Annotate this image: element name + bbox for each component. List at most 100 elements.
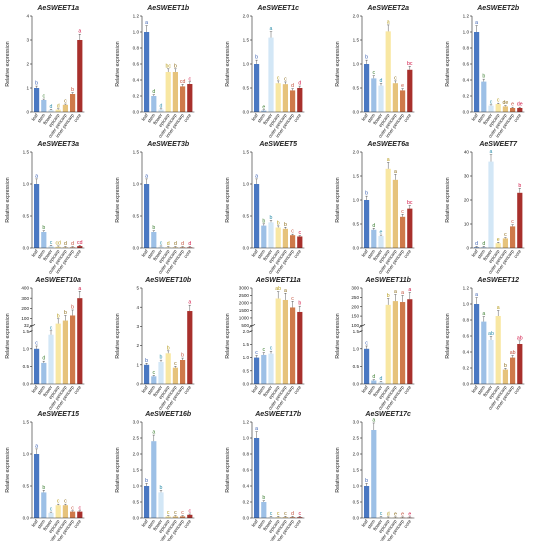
category-label: core: [183, 384, 192, 395]
significance-letter: d: [380, 376, 383, 382]
y-tick-label: 32: [24, 323, 30, 328]
bar-stem: [371, 430, 377, 518]
category-label: leaf: [251, 248, 260, 258]
y-tick-label: 3000: [239, 286, 250, 291]
y-axis-title: Relative expression: [115, 447, 121, 492]
bar-leaf: [254, 184, 260, 248]
significance-letter: c: [35, 340, 38, 346]
significance-letter: e: [380, 230, 383, 236]
category-label: flower: [152, 248, 163, 261]
significance-letter: c: [160, 240, 163, 246]
bar-flower: [378, 236, 384, 248]
bar-epicarp: [495, 316, 501, 384]
bar-outer-pericarp: [62, 320, 68, 384]
significance-letter: a: [255, 426, 258, 432]
y-tick-label: 3: [26, 38, 29, 43]
y-tick-label: 0.6: [133, 62, 140, 67]
bar-stem: [151, 441, 157, 518]
category-label: flower: [152, 518, 163, 531]
significance-letter: b: [42, 485, 45, 491]
panel-title: AeSWEET1b: [146, 5, 190, 12]
panel-aesweet16b: AeSWEET16b Relative expression b leaf a stem b…: [115, 411, 195, 541]
significance-letter: e: [408, 511, 411, 517]
bar-outer-pericarp: [282, 299, 288, 384]
significance-letter: ab: [510, 350, 516, 356]
bar-core: [297, 517, 303, 518]
bar-core: [407, 299, 413, 384]
y-tick-label: 3: [136, 324, 139, 329]
category-label: stem: [36, 519, 46, 530]
bar-leaf: [364, 348, 370, 384]
y-tick-label: 10: [464, 222, 470, 227]
y-tick-label: 40: [464, 150, 470, 155]
y-tick-label: 0.8: [133, 46, 140, 51]
bar-flower: [48, 246, 54, 248]
y-tick-label: 0.4: [243, 484, 250, 489]
bar-epicarp: [55, 505, 61, 518]
significance-letter: a: [152, 430, 155, 436]
panel-title: AeSWEET11b: [365, 277, 412, 284]
significance-letter: d: [188, 241, 191, 247]
significance-letter: c: [50, 507, 53, 513]
panel-aesweet2a: AeSWEET2a Relative expression b leaf c stem d f…: [335, 5, 415, 139]
y-axis-title: Relative expression: [335, 313, 341, 358]
category-label: core: [403, 384, 412, 395]
y-tick-label: 0.0: [243, 110, 250, 115]
y-tick-label: 0.0: [23, 382, 30, 387]
bar-flower: [488, 161, 494, 248]
significance-letter: c: [167, 510, 170, 516]
significance-letter: c: [511, 219, 514, 225]
bar-outer-pericarp: [392, 301, 398, 384]
bar-leaf: [144, 486, 150, 518]
significance-letter: c: [270, 346, 273, 352]
y-tick-label: 300: [21, 296, 29, 301]
bar-flower: [158, 246, 164, 248]
y-tick-label: 0.0: [353, 246, 360, 251]
panel-title: AeSWEET2a: [366, 5, 409, 12]
panel-aesweet10a: AeSWEET10a Relative expression c leaf d stem c…: [5, 277, 85, 411]
bar-flower: [48, 512, 54, 518]
significance-letter: d: [372, 374, 375, 380]
significance-letter: c: [401, 209, 404, 215]
y-tick-label: 0.2: [463, 366, 470, 371]
category-label: leaf: [141, 112, 150, 122]
significance-letter: a: [78, 286, 81, 292]
category-label: flower: [372, 384, 383, 397]
bar-stem: [41, 362, 47, 384]
y-tick-label: 1.5: [23, 420, 30, 425]
panel-aesweet11a: AeSWEET11a Relative expression c leaf c stem c…: [225, 277, 305, 411]
panel-title: AeSWEET6a: [366, 141, 409, 148]
bar-inner-pericarp: [70, 315, 76, 384]
significance-letter: c: [189, 509, 192, 515]
y-tick-label: 0.2: [243, 500, 250, 505]
category-label: stem: [366, 519, 376, 530]
y-tick-label: 0.5: [133, 500, 140, 505]
y-tick-label: 1.0: [243, 182, 250, 187]
y-tick-label: 1.0: [463, 30, 470, 35]
bar-epicarp: [385, 304, 391, 384]
bar-epicarp: [165, 72, 171, 112]
significance-letter: d: [181, 241, 184, 247]
category-label: stem: [366, 249, 376, 260]
bar-core: [187, 311, 193, 384]
significance-letter: a: [255, 173, 258, 179]
y-axis-title: Relative expression: [445, 177, 451, 222]
significance-letter: a: [35, 443, 38, 449]
significance-letter: a: [78, 29, 81, 35]
bar-inner-pericarp: [510, 226, 516, 248]
y-tick-label: 2: [136, 343, 139, 348]
significance-letter: a: [394, 169, 397, 175]
y-tick-label: 0.5: [353, 86, 360, 91]
significance-letter: d: [291, 83, 294, 89]
category-label: core: [183, 112, 192, 123]
significance-letter: c: [64, 499, 67, 505]
category-label: stem: [36, 385, 46, 396]
y-axis-title: Relative expression: [445, 41, 451, 86]
y-tick-label: 0.0: [243, 382, 250, 387]
significance-letter: c: [490, 99, 493, 105]
y-tick-label: 200: [21, 306, 29, 311]
